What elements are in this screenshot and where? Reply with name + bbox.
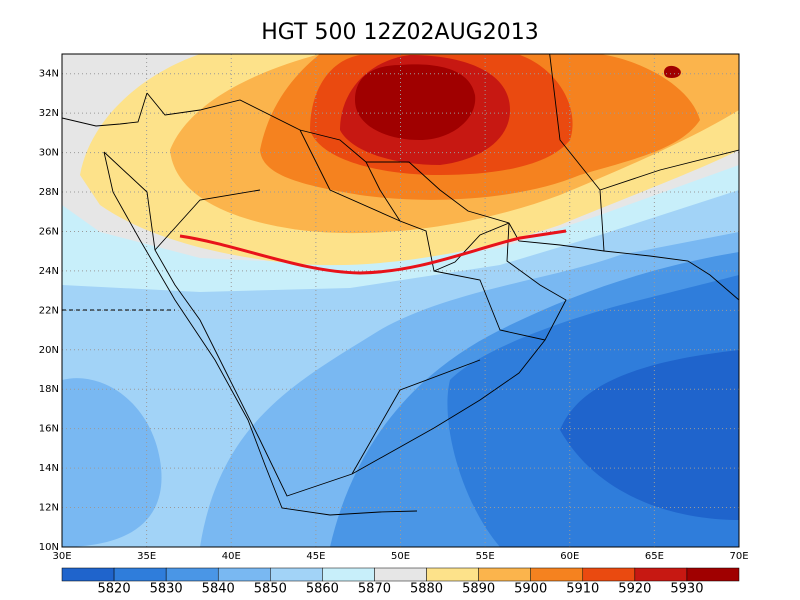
y-tick-label: 34N [39, 69, 59, 80]
x-tick-label: 50E [391, 551, 410, 562]
colorbar-label: 5850 [254, 582, 287, 597]
colorbar-box [478, 567, 531, 582]
border [146, 54, 739, 475]
y-tick-label: 28N [39, 187, 59, 198]
x-tick-label: 65E [645, 551, 664, 562]
y-tick-label: 12N [39, 503, 59, 514]
colorbar-box [165, 567, 219, 582]
colorbar-label: 5830 [150, 582, 183, 597]
x-tick-label: 35E [137, 551, 156, 562]
colorbar-label: 5880 [410, 582, 443, 597]
y-tick-label: 22N [39, 305, 59, 316]
y-tick-label: 20N [39, 345, 59, 356]
colorbar-box [582, 567, 636, 582]
x-tick-label: 30E [52, 551, 71, 562]
y-tick-label: 18N [39, 384, 59, 395]
colorbar-label: 5890 [462, 582, 495, 597]
colorbar-label: 5910 [566, 582, 599, 597]
y-tick-label: 26N [39, 226, 59, 237]
coastline [62, 92, 148, 127]
colorbar-box [374, 567, 427, 582]
height-fill [664, 65, 681, 78]
highlight-line [179, 229, 567, 275]
colorbar-box [530, 567, 584, 582]
y-tick-label: 10N [39, 542, 59, 553]
x-tick-label: 55E [476, 551, 495, 562]
plot-frame [61, 53, 740, 548]
colorbar-label: 5920 [618, 582, 651, 597]
x-tick-label: 60E [560, 551, 579, 562]
axis-labels: 30E 35E 40E 45E 50E 55E 60E 65E 70E 10N 12N 14N 16N 1… [39, 69, 749, 562]
y-tick-label: 30N [39, 148, 59, 159]
height-field [62, 54, 739, 547]
coastline [103, 151, 418, 516]
colorbar-box [322, 567, 375, 582]
colorbar-label: 5870 [358, 582, 391, 597]
y-tick-label: 24N [39, 266, 59, 277]
height-fill [355, 64, 476, 140]
coastlines [62, 54, 739, 516]
x-tick-label: 40E [222, 551, 241, 562]
y-tick-label: 32N [39, 108, 59, 119]
colorbar-box [426, 567, 479, 582]
colorbar-box [113, 567, 167, 582]
colorbar: 5820 5830 5840 5850 5860 5870 5880 5890 5900 5910… [61, 567, 740, 597]
x-tick-label: 70E [729, 551, 748, 562]
colorbar-box [217, 567, 271, 582]
colorbar-label: 5840 [202, 582, 235, 597]
y-tick-label: 14N [39, 463, 59, 474]
colorbar-label: 5930 [670, 582, 703, 597]
y-tick-label: 16N [39, 424, 59, 435]
colorbar-box [270, 567, 323, 582]
colorbar-box [686, 567, 740, 582]
colorbar-label: 5860 [306, 582, 339, 597]
chart-title: HGT 500 12Z02AUG2013 [261, 20, 538, 45]
height-fill [560, 350, 739, 520]
colorbar-label: 5900 [514, 582, 547, 597]
height-fill [62, 378, 162, 547]
colorbar-box [61, 567, 115, 582]
colorbar-box [634, 567, 688, 582]
colorbar-label: 5820 [98, 582, 131, 597]
x-tick-label: 45E [306, 551, 325, 562]
